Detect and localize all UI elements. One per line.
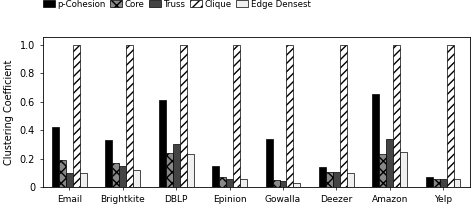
Bar xyxy=(159,100,166,187)
Bar xyxy=(265,139,273,187)
Bar xyxy=(440,179,447,187)
Bar xyxy=(379,154,386,187)
Bar xyxy=(233,45,240,187)
Bar xyxy=(447,45,454,187)
Bar xyxy=(66,173,73,187)
Bar xyxy=(273,180,280,187)
Bar xyxy=(73,45,80,187)
Bar xyxy=(126,45,133,187)
Y-axis label: Clustering Coefficient: Clustering Coefficient xyxy=(4,60,14,165)
Bar xyxy=(293,183,301,187)
Bar xyxy=(386,139,393,187)
Bar xyxy=(433,179,440,187)
Bar xyxy=(393,45,400,187)
Bar xyxy=(80,173,87,187)
Legend: p-Cohesion, Core, Truss, Clique, Edge Densest: p-Cohesion, Core, Truss, Clique, Edge De… xyxy=(43,0,310,9)
Bar xyxy=(173,144,180,187)
Bar xyxy=(180,45,187,187)
Bar xyxy=(112,163,119,187)
Bar xyxy=(319,167,326,187)
Bar xyxy=(187,154,193,187)
Bar xyxy=(286,45,293,187)
Bar xyxy=(106,140,112,187)
Bar xyxy=(212,166,219,187)
Bar xyxy=(280,182,286,187)
Bar xyxy=(52,127,59,187)
Bar xyxy=(119,166,126,187)
Bar xyxy=(373,94,379,187)
Bar xyxy=(340,45,347,187)
Bar xyxy=(454,179,460,187)
Bar xyxy=(347,173,354,187)
Bar xyxy=(400,152,407,187)
Bar xyxy=(166,153,173,187)
Bar xyxy=(326,172,333,187)
Bar xyxy=(133,170,140,187)
Bar xyxy=(59,160,66,187)
Bar xyxy=(219,177,226,187)
Bar xyxy=(333,172,340,187)
Bar xyxy=(226,179,233,187)
Bar xyxy=(426,177,433,187)
Bar xyxy=(240,179,247,187)
